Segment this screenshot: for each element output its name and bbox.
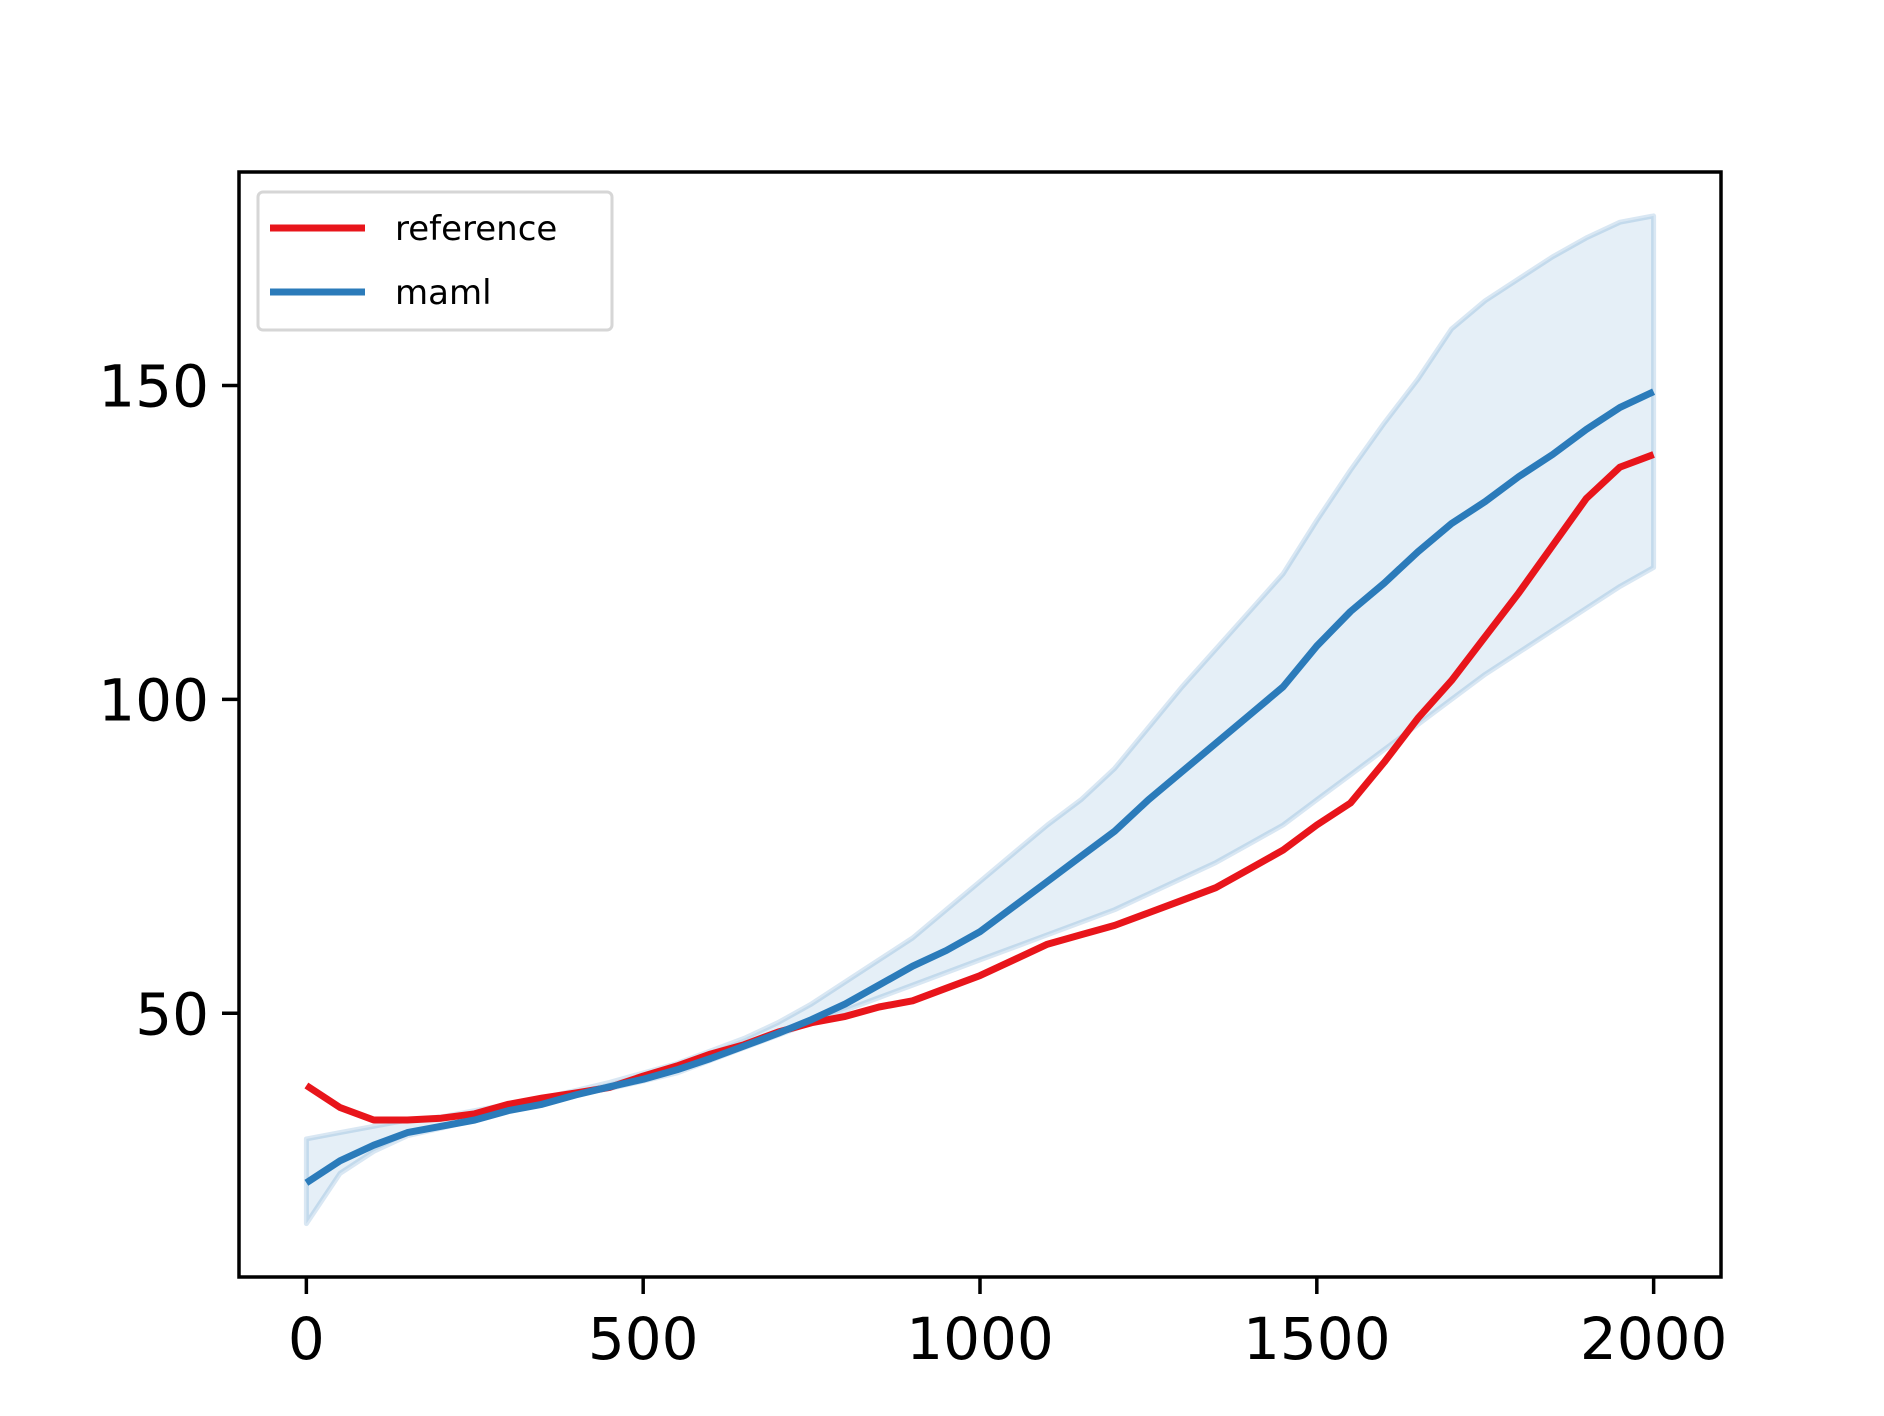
y-tick-label: 50	[135, 980, 209, 1048]
confidence-band-maml	[303, 213, 1657, 1227]
legend: reference maml	[256, 190, 614, 332]
series-line-reference	[304, 451, 1655, 1124]
y-tick-label: 150	[98, 352, 209, 420]
series-line-maml	[304, 388, 1656, 1186]
series-lines-layer	[304, 388, 1656, 1186]
axis-ticks-layer: 0 500 1000 1500 2000 50 100 150	[98, 352, 1727, 1373]
y-tick-label: 100	[98, 666, 209, 734]
legend-label-maml: maml	[395, 273, 492, 313]
x-tick-label: 1500	[1243, 1305, 1391, 1373]
x-tick-label: 2000	[1580, 1305, 1728, 1373]
x-tick-label: 0	[288, 1305, 325, 1373]
confidence-band-layer	[303, 213, 1657, 1227]
x-tick-label: 1000	[906, 1305, 1054, 1373]
legend-label-reference: reference	[395, 209, 557, 249]
x-tick-label: 500	[588, 1305, 699, 1373]
